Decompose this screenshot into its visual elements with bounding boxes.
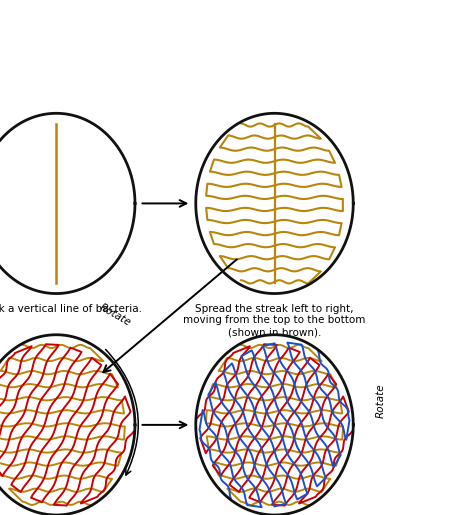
Text: Rotate: Rotate (98, 302, 133, 328)
Text: Rotate: Rotate (376, 383, 386, 418)
Text: Spread the streak left to right,
moving from the top to the bottom
(shown in bro: Spread the streak left to right, moving … (183, 304, 366, 337)
Text: Streak a vertical line of bacteria.: Streak a vertical line of bacteria. (0, 304, 142, 314)
